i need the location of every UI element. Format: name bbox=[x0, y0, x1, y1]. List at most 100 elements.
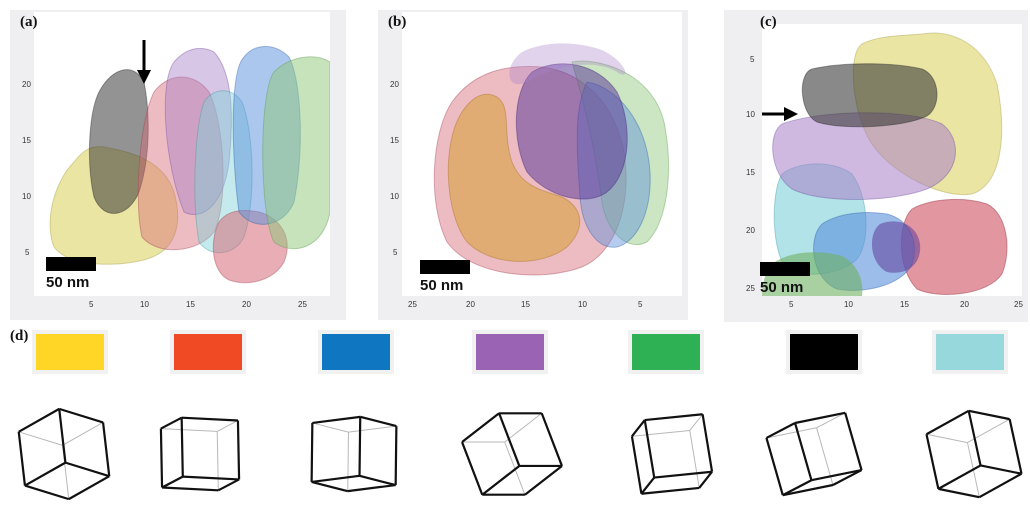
cube-edge bbox=[640, 476, 656, 495]
cube-edge bbox=[359, 474, 396, 487]
swatch-cyan bbox=[936, 334, 1004, 370]
cube-hidden-edge bbox=[18, 431, 63, 446]
panel-label-d: (d) bbox=[10, 328, 29, 344]
x-tick: 20 bbox=[466, 300, 475, 309]
cube-edge bbox=[160, 416, 183, 430]
cube-hidden-edge bbox=[504, 412, 543, 443]
y-tick: 20 bbox=[22, 80, 31, 89]
cube-hidden-edge bbox=[312, 422, 349, 433]
cube-hidden-edge bbox=[689, 430, 700, 489]
cube-edge bbox=[17, 431, 27, 486]
y-tick: 10 bbox=[22, 192, 31, 201]
cube-edge bbox=[358, 416, 362, 476]
x-tick: 25 bbox=[408, 300, 417, 309]
cube-hidden-edge bbox=[62, 421, 104, 446]
cube-edge bbox=[159, 428, 164, 488]
cube-edge bbox=[217, 478, 240, 492]
cube-edge bbox=[58, 407, 104, 424]
arrow-head bbox=[137, 70, 151, 84]
y-tick: 10 bbox=[746, 110, 755, 119]
y-tick: 25 bbox=[746, 284, 755, 293]
orientation-cube bbox=[17, 407, 111, 501]
swatch-black bbox=[790, 334, 858, 370]
cube-edge bbox=[311, 480, 349, 493]
cube-edge bbox=[162, 486, 219, 492]
arrow-head bbox=[784, 107, 798, 121]
cube-edge bbox=[182, 475, 240, 481]
cube-edge bbox=[701, 414, 714, 472]
x-tick: 5 bbox=[638, 300, 643, 309]
orientation-cube bbox=[765, 411, 863, 497]
cube-edge bbox=[24, 461, 66, 487]
x-tick: 15 bbox=[900, 300, 909, 309]
cube-edge bbox=[58, 408, 67, 463]
x-tick: 20 bbox=[960, 300, 969, 309]
purple-particle bbox=[164, 47, 232, 215]
cube-edge bbox=[310, 422, 314, 482]
cube-edge bbox=[938, 487, 980, 499]
scale-bar-label: 50 nm bbox=[760, 279, 804, 296]
panel-b: (b) 20 15 10 5 25 20 15 10 5 50 nm bbox=[378, 10, 688, 320]
cube-edge bbox=[978, 472, 1023, 499]
dark-particle bbox=[801, 63, 938, 128]
scale-bar bbox=[46, 257, 96, 271]
cube-edge bbox=[967, 410, 982, 466]
cube-edge bbox=[925, 409, 970, 436]
y-tick: 15 bbox=[390, 136, 399, 145]
panel-label-a: (a) bbox=[20, 14, 38, 30]
cube-hidden-edge bbox=[926, 433, 968, 444]
cube-hidden-edge bbox=[160, 428, 218, 432]
panel-b-render bbox=[433, 43, 669, 276]
cube-edge bbox=[65, 461, 110, 478]
purple-particle bbox=[515, 63, 628, 200]
swatch-red bbox=[174, 334, 242, 370]
x-tick: 15 bbox=[521, 300, 530, 309]
cube-edge bbox=[540, 412, 563, 467]
cube-edge bbox=[630, 436, 643, 494]
cube-edge bbox=[765, 437, 784, 496]
cube-hidden-edge bbox=[216, 420, 239, 432]
cube-edge bbox=[968, 409, 1010, 421]
cube-edge bbox=[311, 474, 360, 484]
cube-edge bbox=[641, 486, 700, 495]
orientation-cube bbox=[461, 412, 563, 496]
x-tick: 25 bbox=[298, 300, 307, 309]
y-tick: 20 bbox=[746, 226, 755, 235]
cube-edge bbox=[925, 434, 940, 490]
cube-edge bbox=[698, 471, 713, 489]
dark-particle bbox=[88, 69, 149, 214]
cube-edge bbox=[643, 419, 656, 478]
y-tick: 5 bbox=[25, 248, 30, 257]
cube-edge bbox=[1008, 418, 1023, 474]
orientation-cube bbox=[630, 413, 714, 495]
cube-edge bbox=[161, 475, 184, 489]
cube-edge bbox=[312, 415, 361, 425]
orientation-cube bbox=[925, 409, 1023, 499]
x-tick: 15 bbox=[186, 300, 195, 309]
y-tick: 15 bbox=[746, 168, 755, 177]
panel-label-c: (c) bbox=[760, 14, 777, 30]
cube-edge bbox=[654, 470, 713, 479]
y-tick: 15 bbox=[22, 136, 31, 145]
scale-bar bbox=[760, 262, 810, 276]
cube-edge bbox=[524, 465, 563, 496]
x-tick: 25 bbox=[1014, 300, 1023, 309]
scale-bar-label: 50 nm bbox=[420, 277, 464, 294]
cube-edge bbox=[498, 412, 521, 467]
cube-edge bbox=[644, 413, 703, 422]
swatch-yellow bbox=[36, 334, 104, 370]
cube-edge bbox=[394, 426, 398, 486]
panel-a-render bbox=[49, 40, 330, 284]
cube-hidden-edge bbox=[216, 431, 219, 491]
panel-c: (c) 5 10 15 20 25 5 10 15 20 25 50 nm bbox=[724, 10, 1028, 322]
cube-edge bbox=[765, 422, 796, 439]
cube-edge bbox=[832, 469, 863, 486]
y-tick: 5 bbox=[393, 248, 398, 257]
x-tick: 20 bbox=[242, 300, 251, 309]
cube-edge bbox=[937, 464, 982, 490]
cube-edge bbox=[782, 483, 834, 497]
x-tick: 10 bbox=[140, 300, 149, 309]
swatch-purple bbox=[476, 334, 544, 370]
x-tick: 5 bbox=[89, 300, 94, 309]
cube-edge bbox=[181, 416, 238, 422]
